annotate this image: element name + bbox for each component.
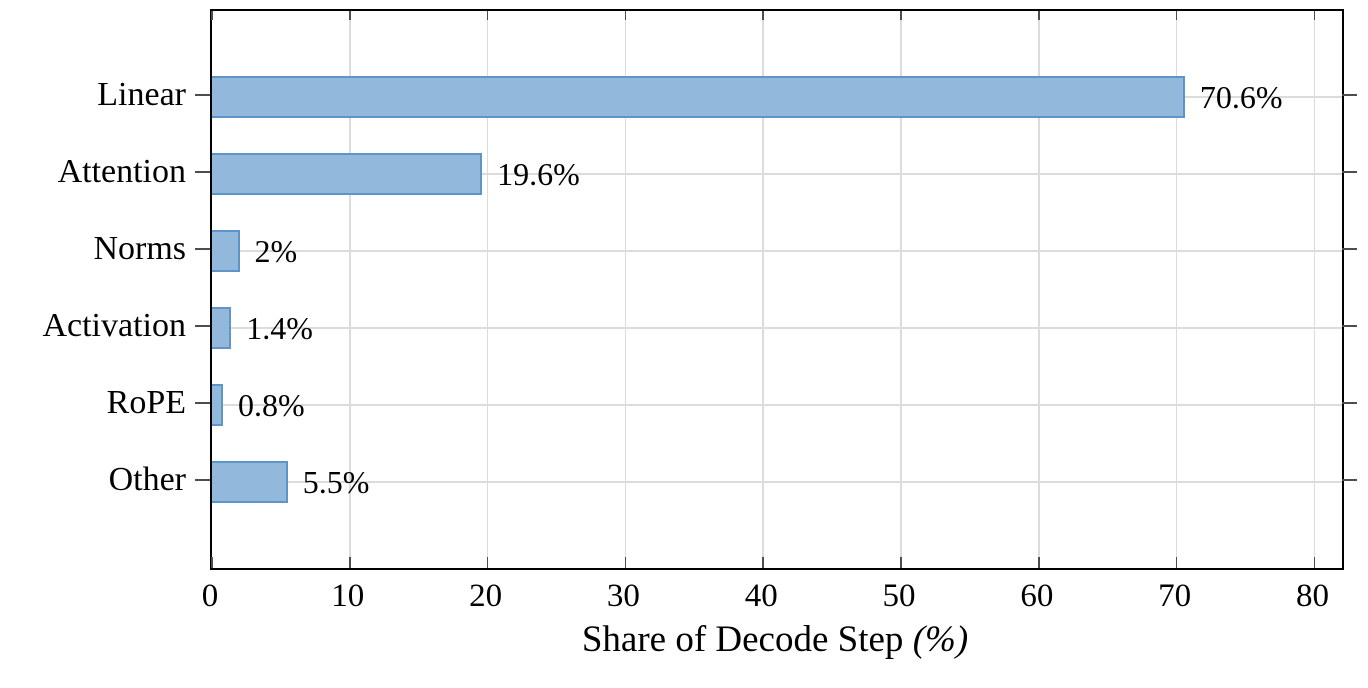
gridline-horizontal	[212, 481, 1342, 483]
x-tick-mark-bottom	[762, 557, 764, 568]
x-tick-mark-top	[211, 11, 213, 20]
x-tick-mark-top	[762, 11, 764, 20]
y-tick-mark-right	[1342, 402, 1357, 404]
gridline-vertical	[762, 11, 764, 568]
gridline-vertical	[349, 11, 351, 568]
y-tick-mark-right	[1342, 94, 1357, 96]
x-tick-mark-bottom	[1313, 557, 1316, 568]
y-tick-mark-left	[195, 325, 210, 327]
gridline-horizontal	[212, 404, 1342, 406]
gridline-vertical	[1175, 11, 1178, 568]
x-tick-mark-bottom	[1175, 557, 1178, 568]
value-label: 70.6%	[1199, 79, 1283, 115]
bar	[212, 76, 1185, 118]
value-label: 19.6%	[497, 156, 580, 192]
bar	[212, 230, 240, 272]
x-tick-mark-bottom	[624, 557, 627, 568]
plot-area: 70.6% 19.6% 2% 1.4% 0.8% 5.5%	[210, 9, 1344, 570]
x-tick-label: 20	[469, 578, 503, 614]
x-tick-mark-top	[900, 11, 902, 20]
value-label: 2%	[254, 233, 298, 269]
gridline-vertical	[624, 11, 627, 568]
x-tick-mark-top	[624, 11, 627, 20]
category-label: Attention	[57, 153, 186, 190]
x-tick-label: 0	[201, 578, 219, 614]
x-tick-mark-bottom	[486, 557, 489, 568]
category-label: RoPE	[106, 384, 186, 421]
y-tick-mark-right	[1342, 479, 1357, 481]
bar	[212, 153, 483, 195]
x-tick-mark-bottom	[211, 557, 213, 568]
gridline-vertical	[1313, 11, 1316, 568]
x-tick-label: 60	[1020, 578, 1054, 614]
gridline-horizontal	[212, 173, 1342, 175]
value-label: 0.8%	[238, 387, 305, 423]
gridline-horizontal	[212, 327, 1342, 329]
category-label: Other	[108, 461, 186, 498]
value-label: 1.4%	[246, 310, 313, 346]
bar	[212, 307, 232, 349]
y-tick-mark-right	[1342, 325, 1357, 327]
x-tick-label: 30	[606, 578, 640, 614]
y-tick-mark-left	[195, 171, 210, 173]
y-tick-mark-right	[1342, 171, 1357, 173]
value-label: 5.5%	[302, 464, 370, 500]
x-tick-mark-top	[1175, 11, 1178, 20]
x-tick-mark-top	[1038, 11, 1040, 20]
x-tick-label: 80	[1295, 578, 1329, 614]
gridline-vertical	[900, 11, 902, 568]
category-label: Linear	[97, 76, 186, 113]
y-tick-mark-left	[195, 402, 210, 404]
x-tick-label: 10	[331, 578, 365, 614]
y-tick-mark-left	[195, 479, 210, 481]
gridline-horizontal	[212, 250, 1342, 252]
bar	[212, 384, 224, 426]
y-tick-mark-right	[1342, 248, 1357, 250]
x-axis-label-text: Share of Decode Step	[581, 619, 904, 660]
y-tick-mark-left	[195, 248, 210, 250]
x-tick-label: 50	[882, 578, 916, 614]
x-tick-mark-bottom	[1038, 557, 1040, 568]
category-label: Norms	[93, 230, 186, 267]
gridline-vertical	[1038, 11, 1040, 568]
x-axis-label-unit: (%)	[912, 619, 969, 660]
y-tick-mark-left	[195, 94, 210, 96]
x-tick-label: 70	[1158, 578, 1192, 614]
x-tick-label: 40	[744, 578, 778, 614]
gridline-vertical	[486, 11, 489, 568]
x-tick-mark-top	[486, 11, 489, 20]
category-label: Activation	[42, 307, 186, 344]
x-tick-mark-top	[1313, 11, 1316, 20]
bar	[212, 461, 288, 503]
x-tick-mark-top	[349, 11, 351, 20]
x-axis-label: Share of Decode Step (%)	[210, 618, 1340, 661]
x-tick-mark-bottom	[349, 557, 351, 568]
x-tick-mark-bottom	[900, 557, 902, 568]
